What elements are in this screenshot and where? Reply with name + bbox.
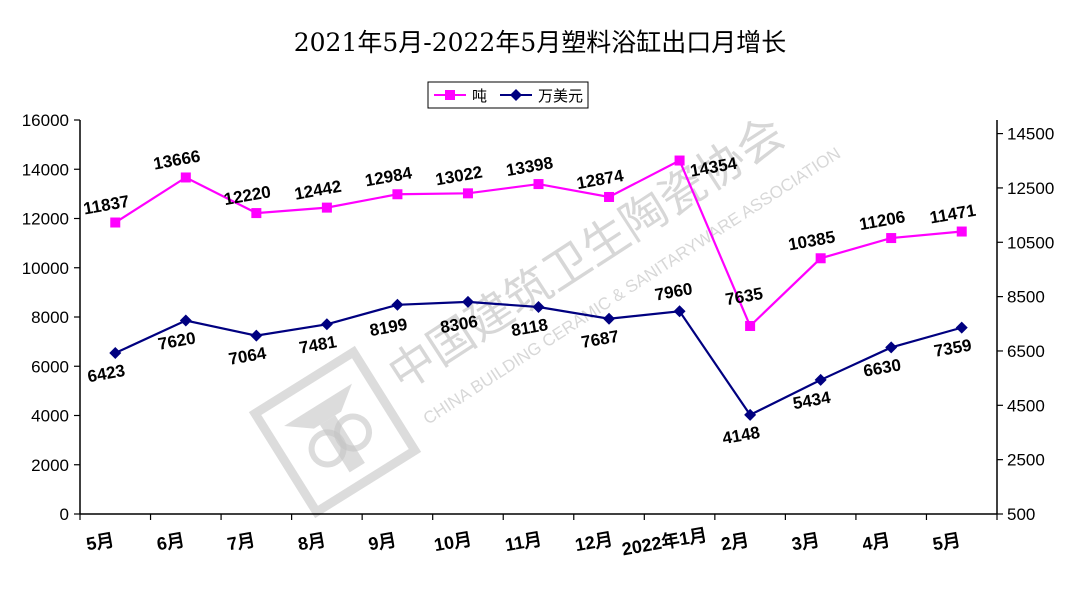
legend: 吨 万美元 [427,81,589,109]
right-tick-label: 12500 [1007,179,1054,198]
left-tick-label: 14000 [22,160,69,179]
usd-data-label: 8199 [368,315,409,340]
tons-point [604,191,615,202]
right-tick-label: 8500 [1007,288,1045,307]
tons-point [956,226,967,237]
tons-data-label: 11837 [82,192,131,219]
tons-point [392,189,403,200]
usd-data-label: 6423 [86,361,127,386]
x-tick-label: 9月 [367,530,398,555]
usd-point [391,298,404,311]
x-tick-label: 5月 [931,530,962,555]
usd-point [744,408,757,421]
usd-point [955,321,968,334]
usd-point [603,312,616,325]
tons-point [815,253,826,264]
usd-point [250,329,263,342]
x-tick-label: 7月 [226,530,257,555]
usd-point [673,305,686,318]
tons-point [180,172,191,183]
x-ticks: 5月 6月 7月 8月 9月 10月 11月 12月 2022年1月 2月 3月 4月 5月 [79,514,998,560]
right-tick-label: 500 [1007,505,1035,524]
tons-point [745,320,756,331]
tons-data-label: 12442 [293,177,343,204]
tons-point [462,188,473,199]
usd-point [532,301,545,314]
tons-point [110,217,121,228]
legend-label-tons: 吨 [472,88,487,105]
tons-data-label: 7635 [724,284,765,309]
x-tick-label: 10月 [432,529,473,555]
usd-point [461,295,474,308]
tons-data-label: 10385 [787,227,837,254]
usd-data-label: 7687 [580,327,621,352]
tons-point [886,233,897,244]
legend-marker-square-icon [445,90,455,100]
left-tick-label: 0 [60,505,69,524]
left-y-ticks: 0 2000 4000 6000 8000 10000 12000 14000 16000 [22,111,80,524]
right-tick-label: 10500 [1007,233,1054,252]
x-tick-label: 8月 [296,530,327,555]
left-tick-label: 12000 [22,210,69,229]
legend-marker-diamond-icon [510,89,522,101]
tons-point [321,202,332,213]
x-tick-label: 3月 [790,530,821,555]
x-tick-label: 11月 [503,529,543,555]
right-tick-label: 4500 [1007,396,1045,415]
x-tick-label: 6月 [155,530,186,555]
usd-data-label: 7481 [298,332,339,357]
usd-data-label: 7359 [932,336,973,361]
usd-data-label: 7064 [227,343,268,368]
left-tick-label: 10000 [22,259,69,278]
left-tick-label: 6000 [31,357,69,376]
usd-point [814,373,827,386]
tons-point [251,208,262,219]
tons-data-label: 11206 [858,207,907,234]
usd-point [109,347,122,360]
usd-point [179,314,192,327]
right-tick-label: 14500 [1007,125,1054,144]
usd-point [885,341,898,354]
chart-title: 2021年5月-2022年5月塑料浴缸出口月增长 [294,28,787,57]
x-tick-label: 2月 [720,530,751,555]
x-tick-label: 5月 [85,530,116,555]
x-tick-label: 4月 [861,530,892,555]
x-tick-label: 2022年1月 [620,524,708,560]
tons-data-label: 13022 [434,162,484,189]
tons-point [674,155,685,166]
usd-data-label: 7960 [653,279,694,304]
watermark-chinese: 中国建筑卫生陶瓷协会 [379,105,794,401]
usd-data-label: 4148 [721,423,762,448]
right-y-ticks: 500 2500 4500 6500 8500 10500 12500 14500 [997,125,1054,524]
tons-data-label: 12874 [575,166,625,193]
legend-label-usd: 万美元 [538,88,583,105]
right-tick-label: 6500 [1007,342,1045,361]
left-tick-label: 4000 [31,407,69,426]
association-logo-icon [248,345,422,519]
x-tick-label: 12月 [574,529,615,555]
tons-data-label: 12220 [222,182,272,209]
left-tick-label: 16000 [22,111,69,130]
right-tick-label: 2500 [1007,451,1045,470]
tons-point [533,179,544,190]
tons-data-label: 13398 [505,153,555,180]
usd-point [320,318,333,331]
left-tick-label: 2000 [31,456,69,475]
tons-data-label: 12984 [364,163,414,190]
tons-data-label: 13666 [152,147,202,174]
left-tick-label: 8000 [31,308,69,327]
tons-data-label: 11471 [928,201,977,228]
